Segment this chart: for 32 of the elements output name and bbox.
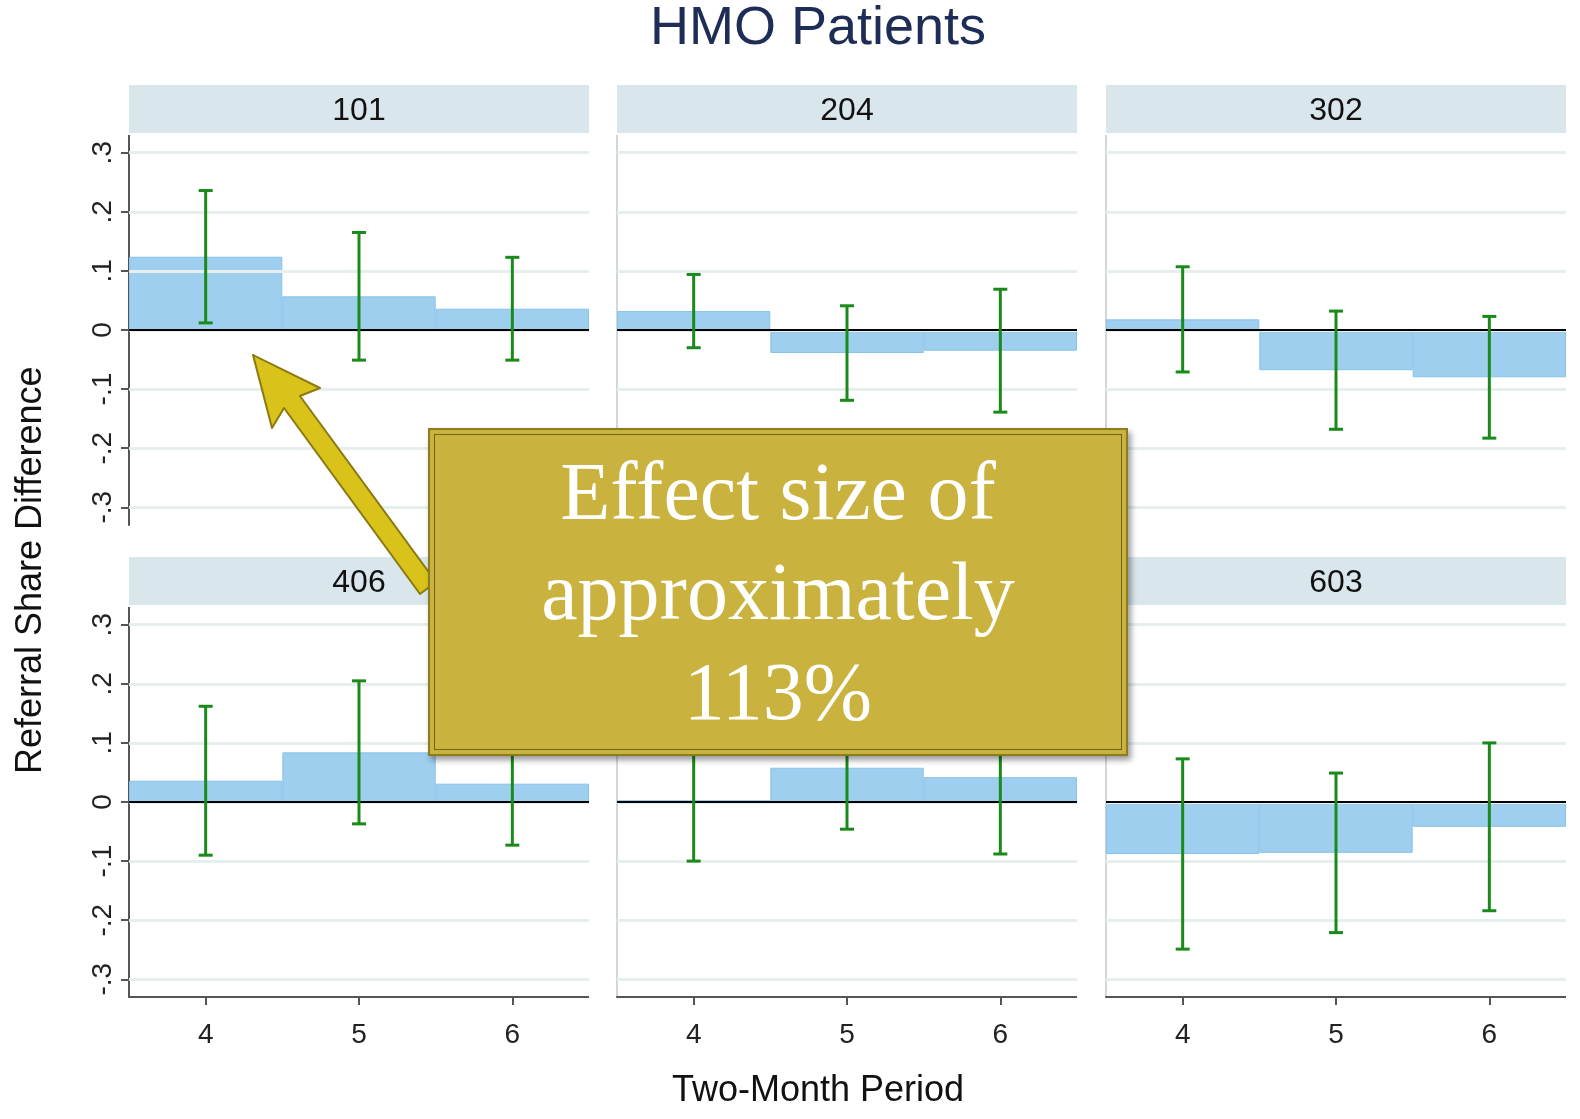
x-tick-label: 4: [1174, 1017, 1191, 1049]
x-tick-label: 6: [504, 1017, 521, 1049]
y-tick-label: -.2: [85, 431, 117, 465]
x-axis-title: Two-Month Period: [670, 1068, 966, 1110]
y-tick-label: .1: [85, 731, 117, 755]
y-tick-label: .3: [85, 141, 117, 165]
y-axis-title: Referral Share Difference: [8, 365, 50, 776]
x-tick-label: 5: [839, 1017, 855, 1049]
x-tick-label: 4: [685, 1017, 702, 1049]
x-tick-label: 6: [992, 1017, 1009, 1049]
chart-title: HMO Patients: [648, 0, 988, 56]
x-tick-label: 6: [1481, 1017, 1498, 1049]
x-tick-label: 5: [1328, 1017, 1344, 1049]
x-tick-label: 5: [351, 1017, 367, 1049]
y-tick-label: .2: [85, 672, 117, 696]
chart-subtitle: 204: [617, 85, 1077, 133]
chart-subtitle: 101: [129, 85, 589, 133]
y-tick-label: -.3: [85, 962, 117, 996]
chart-subtitle: 302: [1106, 85, 1566, 133]
x-tick-label: 4: [197, 1017, 214, 1049]
chart-subtitle: 406: [332, 563, 386, 599]
chart-subtitle: 603: [1106, 557, 1566, 605]
y-tick-label: .2: [85, 200, 117, 224]
y-tick-label: 0: [85, 322, 117, 338]
y-tick-label: -.1: [85, 372, 117, 406]
y-tick-label: 0: [85, 794, 117, 810]
y-tick-label: -.2: [85, 903, 117, 937]
y-tick-label: .1: [85, 259, 117, 283]
annotation: Effect size of approximately 113%: [434, 434, 1122, 750]
y-tick-label: .3: [85, 613, 117, 637]
y-tick-label: -.1: [85, 844, 117, 878]
y-tick-label: -.3: [85, 490, 117, 524]
